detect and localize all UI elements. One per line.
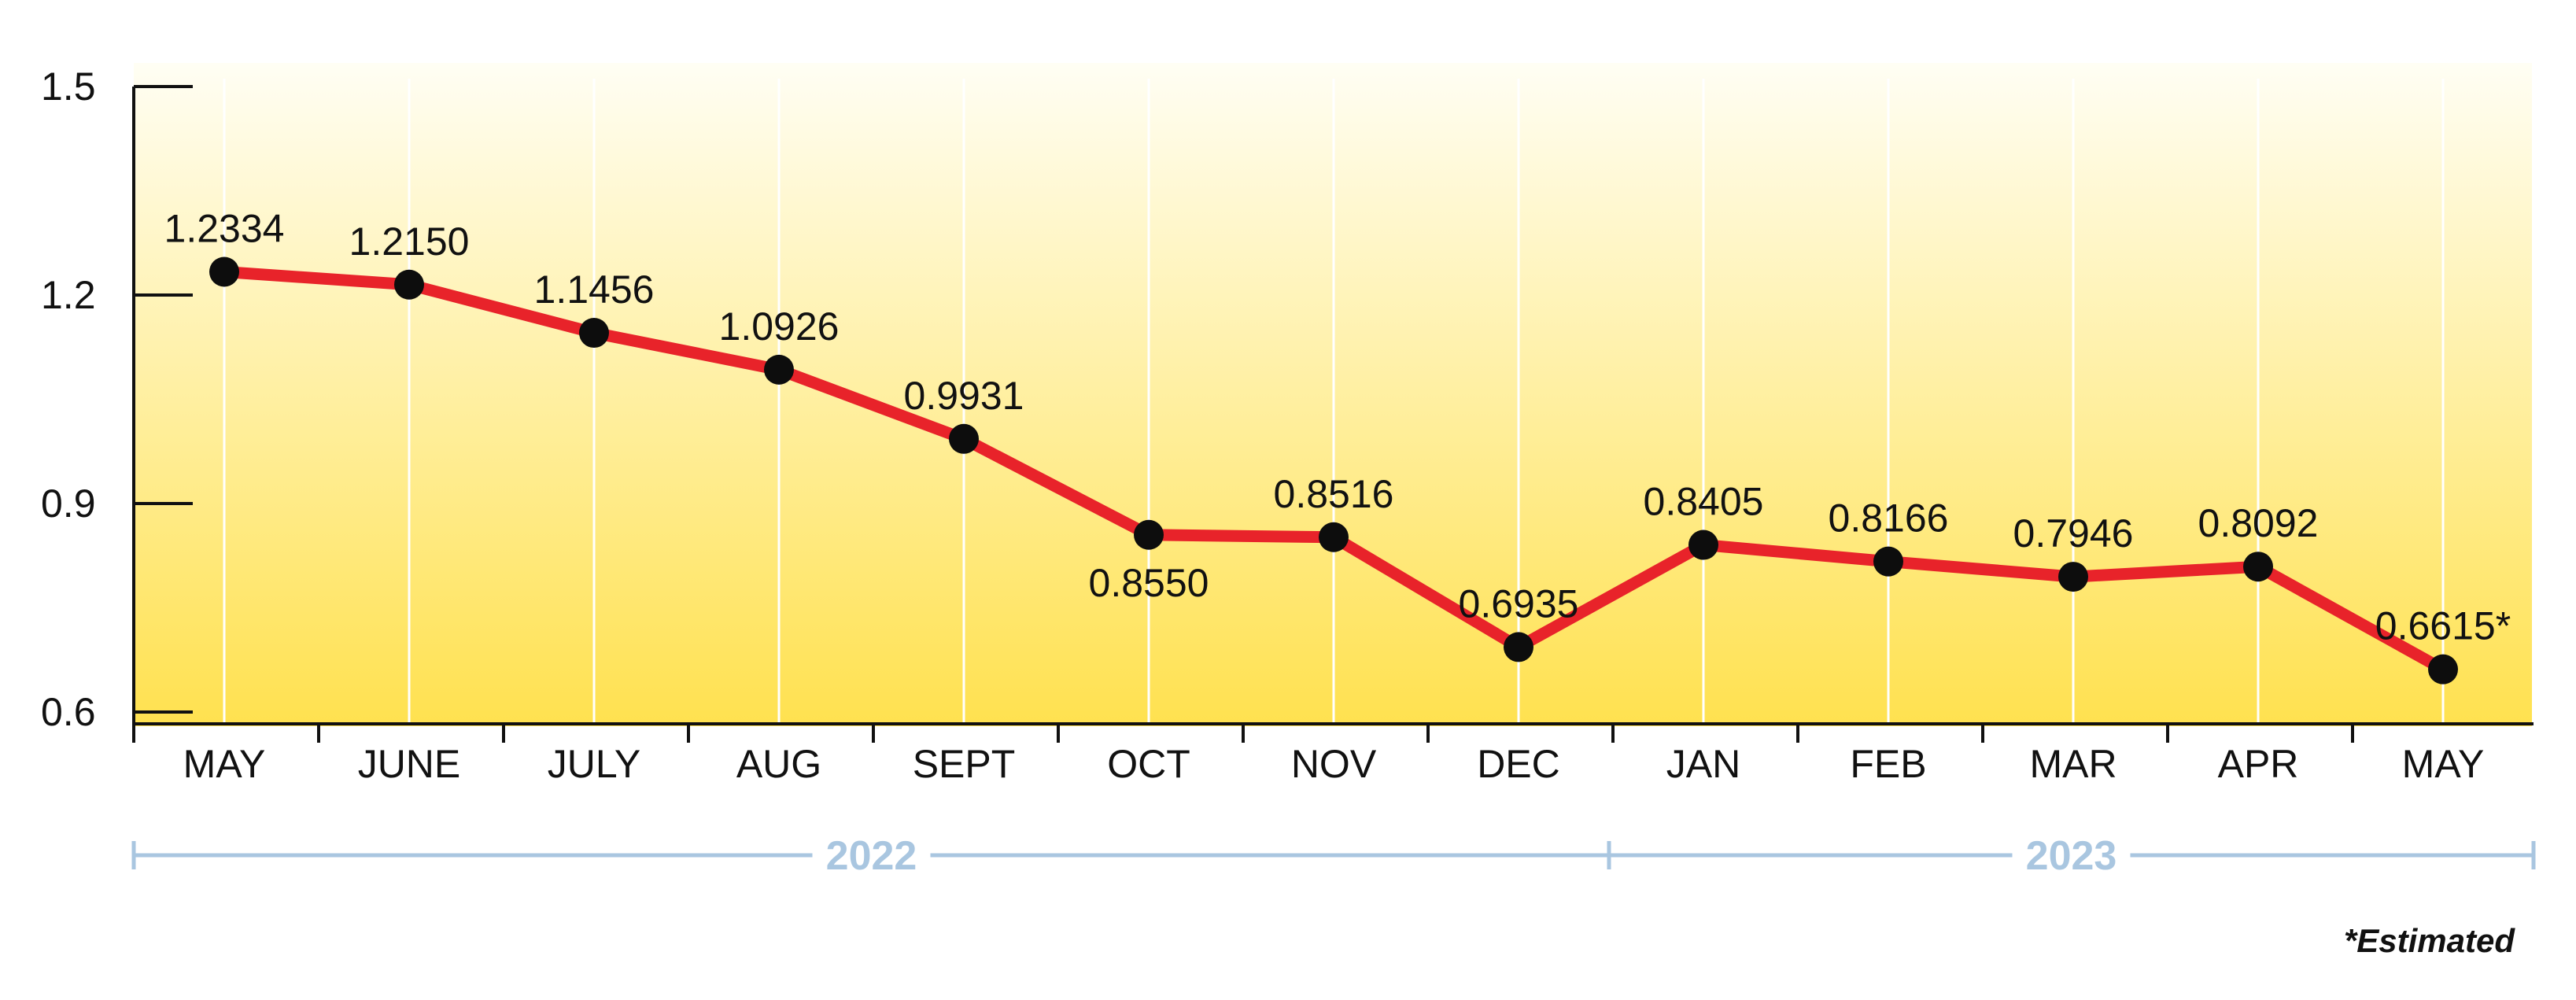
y-tick-label: 0.9 (41, 482, 96, 526)
data-labels: 1.2334 1.2150 1.1456 1.0926 0.9931 0.8550 0.85… (164, 206, 2511, 648)
data-label: 1.2334 (164, 206, 285, 250)
data-point (1319, 522, 1349, 552)
data-point (1688, 530, 1718, 560)
x-tick-label: AUG (736, 742, 821, 786)
data-point (1134, 519, 1164, 550)
data-label: 0.7946 (2013, 511, 2134, 555)
grid-lines (223, 79, 2445, 724)
year-label: 2022 (826, 833, 917, 879)
data-point (209, 256, 239, 287)
data-label: 0.8166 (1829, 496, 1949, 541)
year-label: 2023 (2026, 833, 2117, 879)
data-label: 1.2150 (349, 220, 470, 264)
year-brackets: 2022 2023 (131, 833, 2536, 879)
data-point (1504, 632, 1533, 662)
data-series (209, 256, 2458, 685)
data-point (394, 269, 424, 300)
axes (132, 87, 2534, 725)
y-tick-label: 0.6 (41, 690, 96, 734)
data-label: 0.9931 (904, 374, 1024, 418)
data-label: 0.8405 (1644, 480, 1764, 524)
data-point (1873, 546, 1903, 577)
y-tick-label: 1.2 (41, 273, 96, 317)
data-label: 0.6615* (2375, 604, 2511, 648)
x-tick-label: JAN (1666, 742, 1740, 786)
x-tick-label: JULY (548, 742, 641, 786)
y-tick-label: 1.5 (41, 65, 96, 109)
data-point (949, 423, 979, 454)
x-tick-label: OCT (1107, 742, 1190, 786)
x-tick-label: MAR (2029, 742, 2117, 786)
data-point (764, 354, 794, 385)
data-label: 0.6935 (1459, 581, 1579, 625)
x-tick-label: FEB (1850, 742, 1926, 786)
estimated-note: *Estimated (2344, 922, 2515, 959)
x-tick-label: JUNE (358, 742, 461, 786)
data-label: 1.1456 (534, 268, 655, 312)
x-tick-label: APR (2218, 742, 2299, 786)
x-tick-label: MAY (2402, 742, 2485, 786)
data-label: 0.8516 (1274, 472, 1394, 516)
y-axis-ticks: 0.6 0.9 1.2 1.5 (41, 65, 193, 734)
x-tick-label: SEPT (913, 742, 1016, 786)
data-label: 0.8092 (2198, 501, 2319, 545)
x-axis-ticks: MAY JUNE JULY AUG SEPT OCT NOV DEC JAN FEB MAR APR M… (132, 724, 2485, 786)
data-point (579, 318, 609, 349)
x-tick-label: NOV (1291, 742, 1377, 786)
data-point (2243, 552, 2273, 582)
x-tick-label: MAY (183, 742, 266, 786)
data-point (2428, 654, 2458, 685)
x-tick-label: DEC (1477, 742, 1560, 786)
data-label: 0.8550 (1089, 561, 1209, 605)
data-label: 1.0926 (719, 304, 840, 349)
data-point (2058, 562, 2088, 592)
